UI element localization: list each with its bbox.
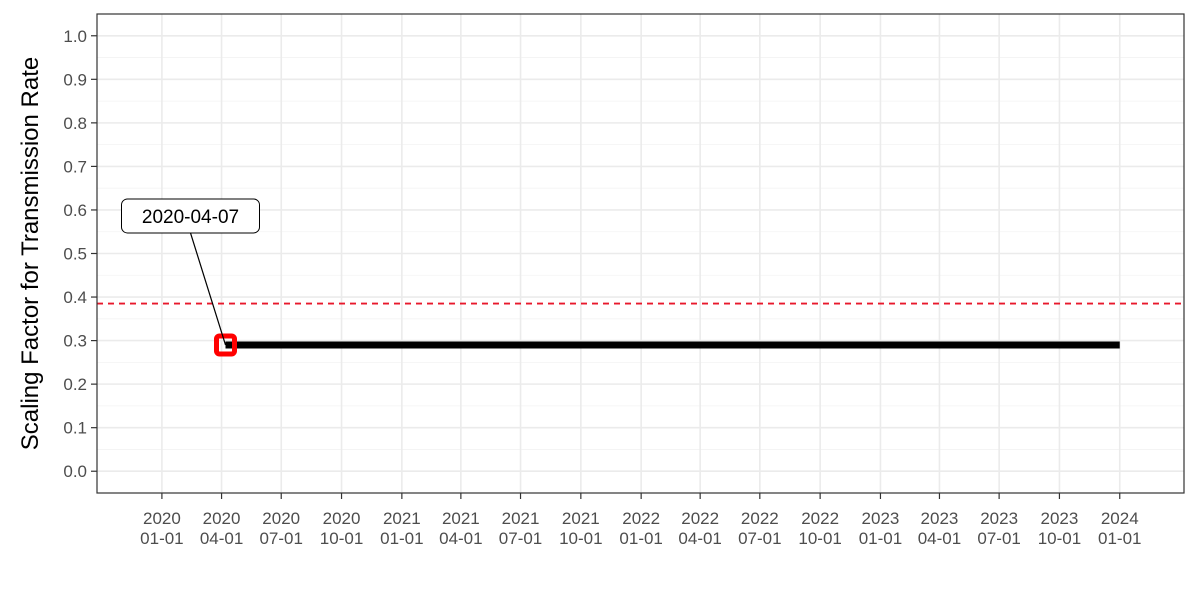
y-tick-label: 1.0 <box>63 27 87 46</box>
y-tick-label: 0.8 <box>63 114 87 133</box>
x-tick-label-year: 2023 <box>980 509 1018 528</box>
x-tick-label-date: 10-01 <box>798 529 841 548</box>
x-tick-label-date: 10-01 <box>1038 529 1081 548</box>
x-tick-label-date: 10-01 <box>559 529 602 548</box>
y-tick-label: 0.7 <box>63 157 87 176</box>
x-tick-label-date: 01-01 <box>380 529 423 548</box>
x-tick-label-year: 2020 <box>323 509 361 528</box>
x-tick-label-date: 01-01 <box>619 529 662 548</box>
x-tick-label-date: 04-01 <box>918 529 961 548</box>
y-axis-title: Scaling Factor for Transmission Rate <box>17 57 44 450</box>
x-tick-label-year: 2022 <box>681 509 719 528</box>
x-tick-label-date: 10-01 <box>320 529 363 548</box>
x-tick-label-year: 2020 <box>262 509 300 528</box>
y-tick-label: 0.9 <box>63 70 87 89</box>
x-tick-label-year: 2023 <box>862 509 900 528</box>
x-tick-label-year: 2020 <box>203 509 241 528</box>
y-tick-label: 0.6 <box>63 201 87 220</box>
y-tick-label: 0.3 <box>63 332 87 351</box>
x-tick-label-date: 07-01 <box>738 529 781 548</box>
x-tick-label-year: 2022 <box>741 509 779 528</box>
x-tick-label-date: 07-01 <box>499 529 542 548</box>
x-tick-label-year: 2021 <box>442 509 480 528</box>
x-tick-label-year: 2021 <box>383 509 421 528</box>
x-tick-label-year: 2024 <box>1101 509 1139 528</box>
annotation-label: 2020-04-07 <box>142 207 239 228</box>
annotation-leader <box>189 232 227 346</box>
y-tick-label: 0.0 <box>63 462 87 481</box>
highlight-point <box>213 333 237 357</box>
x-tick-label-date: 04-01 <box>439 529 482 548</box>
x-tick-label-year: 2022 <box>622 509 660 528</box>
x-tick-label-year: 2023 <box>921 509 959 528</box>
x-tick-label-date: 01-01 <box>859 529 902 548</box>
grid <box>97 14 1184 493</box>
x-tick-label-year: 2021 <box>502 509 540 528</box>
x-tick-label-year: 2022 <box>801 509 839 528</box>
x-tick-label-date: 04-01 <box>678 529 721 548</box>
x-tick-label-year: 2020 <box>143 509 181 528</box>
x-tick-label-date: 04-01 <box>200 529 243 548</box>
x-tick-label-date: 01-01 <box>140 529 183 548</box>
x-tick-label-date: 01-01 <box>1098 529 1141 548</box>
x-tick-label-date: 07-01 <box>259 529 302 548</box>
y-tick-label: 0.2 <box>63 375 87 394</box>
y-tick-label: 0.1 <box>63 419 87 438</box>
annotation-box <box>120 198 260 234</box>
y-tick-label: 0.4 <box>63 288 87 307</box>
y-tick-label: 0.5 <box>63 245 87 264</box>
x-axis: 202001-01202004-01202007-01202010-012021… <box>140 493 1141 548</box>
x-tick-label-date: 07-01 <box>977 529 1020 548</box>
y-axis: 0.0 0.1 0.2 0.3 0.4 0.5 0.6 0.7 0.8 0.9 1.0 <box>63 27 97 481</box>
x-tick-label-year: 2021 <box>562 509 600 528</box>
x-tick-label-year: 2023 <box>1041 509 1079 528</box>
